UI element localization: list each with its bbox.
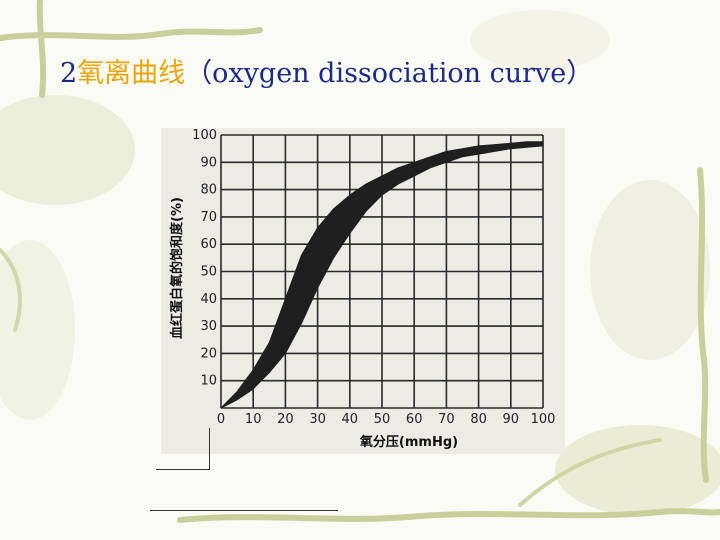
vine-stem-icon — [36, 0, 47, 98]
vine-stem-icon — [0, 248, 22, 332]
y-tick-label: 10 — [200, 374, 217, 389]
y-tick-label: 70 — [200, 210, 217, 225]
y-tick-label: 60 — [200, 237, 217, 252]
x-tick-label: 70 — [438, 412, 455, 427]
slide-title: 2氧离曲线（oxygen dissociation curve） — [60, 52, 660, 95]
y-tick-label: 100 — [192, 128, 217, 143]
saturation-band — [220, 141, 544, 409]
y-tick-labels: 10 20 30 40 50 60 70 80 90 100 — [192, 128, 217, 389]
x-tick-label: 30 — [309, 412, 326, 427]
title-prefix: 2 — [60, 58, 78, 89]
curve-band — [220, 141, 544, 409]
vine-stem-icon — [518, 438, 662, 507]
vine-stem-icon — [177, 508, 720, 523]
x-tick-label: 0 — [217, 412, 225, 427]
grid — [220, 134, 544, 409]
y-tick-label: 50 — [200, 265, 217, 280]
y-tick-label: 30 — [200, 319, 217, 334]
chart-photo: 0 10 20 30 40 50 60 70 80 90 100 10 20 30 40 50 60 70 80 9… — [161, 128, 565, 454]
x-tick-label: 40 — [342, 412, 359, 427]
x-tick-label: 100 — [531, 412, 556, 427]
vine-stem-icon — [697, 167, 709, 483]
x-tick-label: 10 — [245, 412, 262, 427]
leaf-blob-icon — [555, 425, 720, 515]
title-chinese: 氧离曲线 — [77, 58, 186, 89]
x-tick-label: 50 — [374, 412, 391, 427]
x-tick-label: 90 — [503, 412, 520, 427]
leader-line-vertical — [209, 428, 210, 470]
oxygen-dissociation-chart: 0 10 20 30 40 50 60 70 80 90 100 10 20 30 40 50 60 70 80 9… — [169, 128, 556, 450]
leaf-blob-icon — [0, 95, 135, 205]
x-tick-label: 60 — [406, 412, 423, 427]
y-tick-label: 40 — [200, 292, 217, 307]
y-tick-label: 80 — [200, 183, 217, 198]
leaf-blob-icon — [590, 180, 710, 360]
x-tick-labels: 0 10 20 30 40 50 60 70 80 90 100 — [217, 412, 556, 427]
leader-line-horizontal — [156, 469, 210, 470]
y-tick-label: 20 — [200, 346, 217, 361]
title-english: （oxygen dissociation curve） — [185, 58, 594, 89]
leaf-blob-icon — [470, 10, 610, 70]
x-tick-label: 20 — [277, 412, 294, 427]
x-tick-label: 80 — [470, 412, 487, 427]
x-axis-title: 氧分压(mmHg) — [359, 434, 458, 450]
underline-blank — [150, 510, 338, 511]
vine-stem-icon — [0, 27, 263, 41]
y-axis-title: 血红蛋白氧的饱和度(%) — [169, 197, 185, 339]
y-tick-label: 90 — [200, 155, 217, 170]
